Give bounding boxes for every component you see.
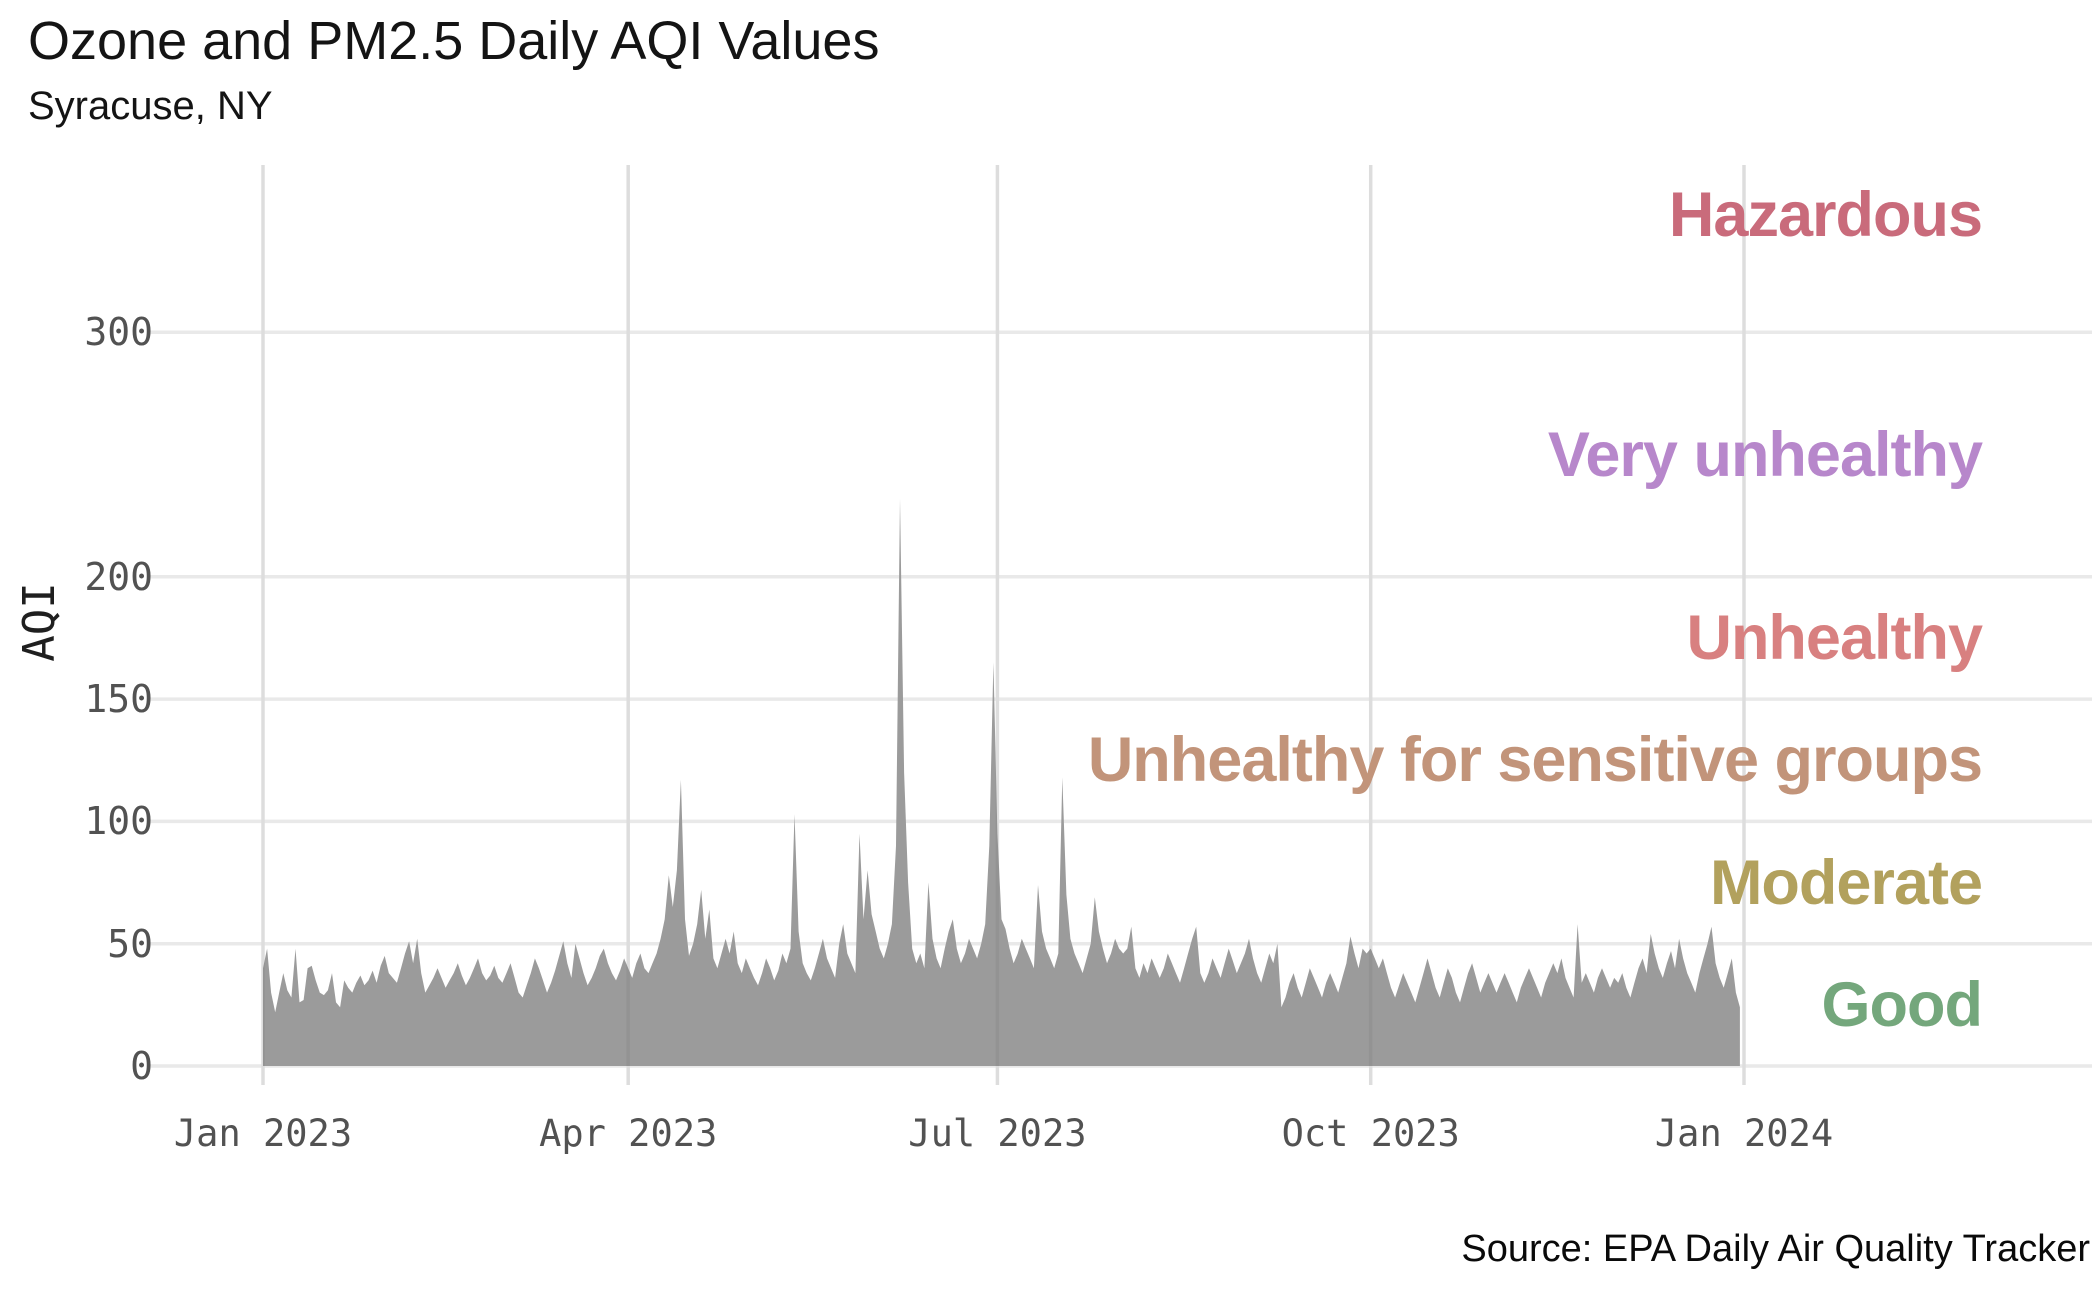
- aqi-area-series: [263, 498, 1740, 1066]
- aqi-band-label-moderate: Moderate: [1709, 848, 1983, 918]
- y-tick-label: 0: [130, 1044, 153, 1088]
- chart-subtitle: Syracuse, NY: [28, 84, 273, 128]
- aqi-band-label-hazardous: Hazardous: [1668, 180, 1983, 250]
- x-tick-label: Jan 2024: [1654, 1112, 1834, 1155]
- y-tick-label: 150: [84, 677, 153, 722]
- aqi-band-label-unhealthy: Unhealthy: [1686, 603, 1983, 673]
- y-tick-label: 100: [84, 799, 153, 844]
- x-tick-label: Oct 2023: [1281, 1112, 1460, 1155]
- x-tick-label: Jan 2023: [173, 1112, 353, 1155]
- x-tick-label: Apr 2023: [539, 1112, 718, 1155]
- aqi-band-label-good: Good: [1821, 970, 1983, 1040]
- aqi-band-label-very-unhealthy: Very unhealthy: [1547, 420, 1983, 490]
- y-tick-label: 50: [107, 921, 153, 966]
- aqi-band-label-unhealthy-for-sensitive-groups: Unhealthy for sensitive groups: [1087, 725, 1983, 795]
- x-tick-label: Jul 2023: [908, 1112, 1087, 1155]
- source-credit: Source: EPA Daily Air Quality Tracker: [1461, 1228, 2090, 1270]
- chart-title: Ozone and PM2.5 Daily AQI Values: [28, 11, 880, 71]
- y-tick-label: 300: [84, 310, 153, 355]
- y-tick-label: 200: [84, 554, 153, 599]
